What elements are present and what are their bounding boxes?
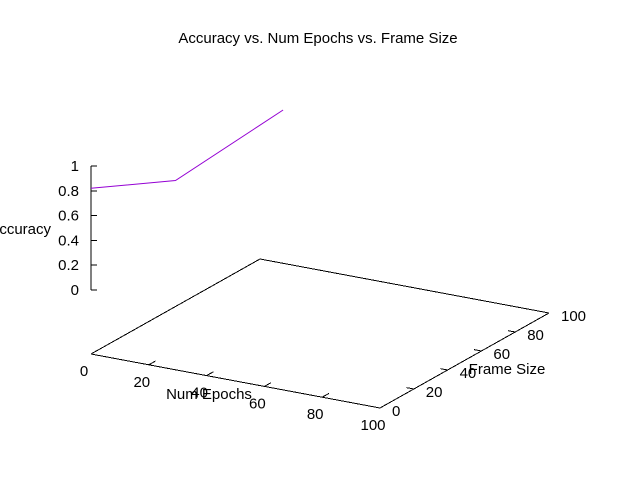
y-axis-line [90,258,261,355]
y-tick [507,330,516,333]
z-tick-label: 0.4 [58,232,79,249]
x-tick [206,371,214,377]
y-tick-label: 0 [392,403,400,420]
y-axis-label: Frame Size [469,361,546,378]
y-tick-label: 20 [426,384,443,401]
z-tick-label: 0.6 [58,208,79,225]
x-tick-label: 20 [133,374,150,391]
y-tick-label: 80 [527,327,544,344]
series-line [90,109,284,189]
x-axis-label: Num Epochs [166,386,252,403]
y-tick [474,349,482,352]
far-y-edge [379,312,550,409]
z-tick-label: 0.2 [58,257,79,274]
z-axis-label: Accuracy [0,221,51,238]
x-tick [379,403,388,409]
x-tick-label: 40 [191,385,208,402]
y-tick [406,387,414,390]
z-tick-label: 0 [71,282,79,299]
y-tick-label: 100 [561,308,586,325]
y-tick-label: 60 [493,346,510,363]
axes-group [90,166,550,409]
far-x-edge [259,258,550,314]
x-tick [90,349,99,355]
series-group [90,109,284,189]
x-tick [321,392,330,398]
y-tick-label: 40 [460,365,477,382]
x-tick [148,360,156,366]
x-axis-line [90,353,381,409]
x-tick [264,382,272,387]
z-tick-label: 1 [71,158,79,175]
y-tick [372,406,381,409]
x-tick-label: 100 [360,417,385,434]
x-tick-label: 0 [80,363,88,380]
y-tick [440,368,448,371]
z-tick-label: 0.8 [58,183,79,200]
ticks-group: 0 0.2 0.4 0.6 0.8 1 0 20 40 60 80 100 0 20 40 60 80 100 [58,158,586,434]
y-tick [541,311,550,314]
chart-title: Accuracy vs. Num Epochs vs. Frame Size [178,30,457,47]
x-tick-label: 60 [249,395,266,412]
x-tick-label: 80 [307,406,324,423]
